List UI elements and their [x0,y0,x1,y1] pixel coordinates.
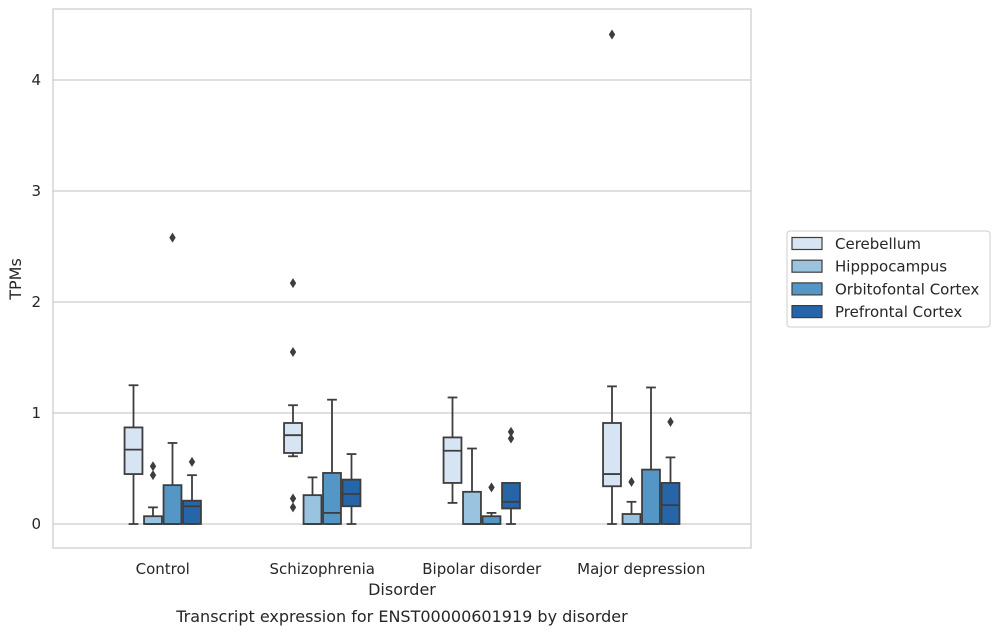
box-iqr [182,499,202,525]
box-prefrontal-cortex [660,416,681,525]
legend-label: Hipppocampus [835,258,947,276]
box-iqr [602,422,622,488]
outlier-point [149,461,157,472]
box-cerebellum [442,396,463,504]
box-iqr [143,515,163,525]
outlier-point [507,433,515,444]
box-orbitofontal-cortex [641,386,661,525]
legend-label: Cerebellum [835,235,921,253]
outlier-point [667,416,674,427]
box-iqr [462,490,482,525]
outlier-point [289,502,297,513]
chart-caption: Transcript expression for ENST0000060191… [175,607,628,626]
outlier-point [608,29,616,40]
legend-label: Orbitofontal Cortex [835,280,979,298]
box-hipppocampus [143,461,163,525]
y-tick-label: 2 [31,293,41,311]
box-hipppocampus [302,476,323,525]
box-prefrontal-cortex [341,453,362,525]
outlier-point [188,456,196,467]
outlier-point [169,232,176,243]
legend: Cerebellum Hipppocampus Orbitofontal Corte… [786,230,991,328]
outlier-point [289,346,297,357]
box-iqr [481,515,502,525]
x-tick-label: Control [136,560,190,578]
box-iqr [621,513,642,525]
box-iqr [123,426,144,475]
outlier-point [507,426,515,437]
box-hipppocampus [462,447,482,525]
legend-frame [786,230,991,328]
box-iqr [162,484,183,525]
x-axis-label: Disorder [368,580,436,599]
box-orbitofontal-cortex [481,482,502,525]
y-tick-label: 3 [31,182,41,200]
x-tick-label: Bipolar disorder [422,560,542,578]
outlier-point [149,470,157,481]
outlier-point [289,278,297,289]
y-tick-label: 1 [31,404,41,422]
plot-background [53,9,751,548]
y-tick-label: 4 [31,71,41,89]
box-iqr [322,472,342,525]
box-iqr [442,436,463,484]
x-tick-label: Major depression [577,560,705,578]
box-orbitofontal-cortex [322,398,342,525]
box-cerebellum [123,384,144,525]
y-axis-label: TPMs [6,258,25,301]
box-cerebellum [283,278,303,513]
y-tick-label: 0 [31,515,41,533]
legend-swatch [791,305,823,319]
box-prefrontal-cortex [182,456,202,525]
box-hipppocampus [621,476,642,525]
box-iqr [341,478,362,508]
box-iqr [283,422,303,454]
x-tick-label: Schizophrenia [270,560,375,578]
plot-frame [52,8,752,549]
x-tick-labels: Control Schizophrenia Bipolar disorder Majo… [136,560,706,578]
legend-swatch [791,236,823,251]
legend-swatch [791,282,823,296]
box-cerebellum [602,29,622,525]
box-iqr [501,482,521,510]
box-groups [123,29,681,525]
legend-label: Prefrontal Cortex [835,303,962,321]
outlier-point [628,476,635,487]
box-prefrontal-cortex [501,426,521,525]
legend-swatch [791,259,823,273]
box-orbitofontal-cortex [162,232,183,525]
box-iqr [302,494,323,525]
outlier-point [488,482,495,493]
box-iqr [660,482,681,525]
y-tick-labels: 0 1 2 3 4 [31,71,41,533]
box-iqr [641,468,661,525]
outlier-point [289,493,297,504]
